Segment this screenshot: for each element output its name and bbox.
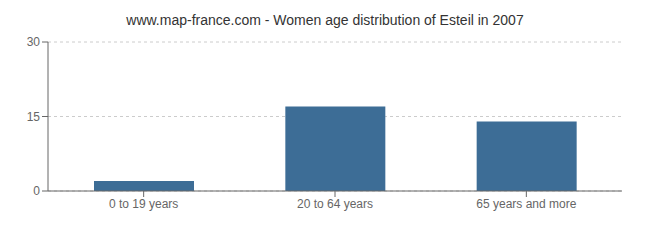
svg-text:30: 30 [27,35,41,49]
html-text:www.map-france.com - Women age: www.map-france.com - Women age distribut… [126,12,524,28]
svg-text:20 to 64 years: 20 to 64 years [297,197,373,211]
svg-text:65 years and more: 65 years and more [476,197,576,211]
svg-text:15: 15 [27,110,41,124]
svg-text:0: 0 [33,184,40,198]
svg-text:0 to 19 years: 0 to 19 years [109,197,178,211]
